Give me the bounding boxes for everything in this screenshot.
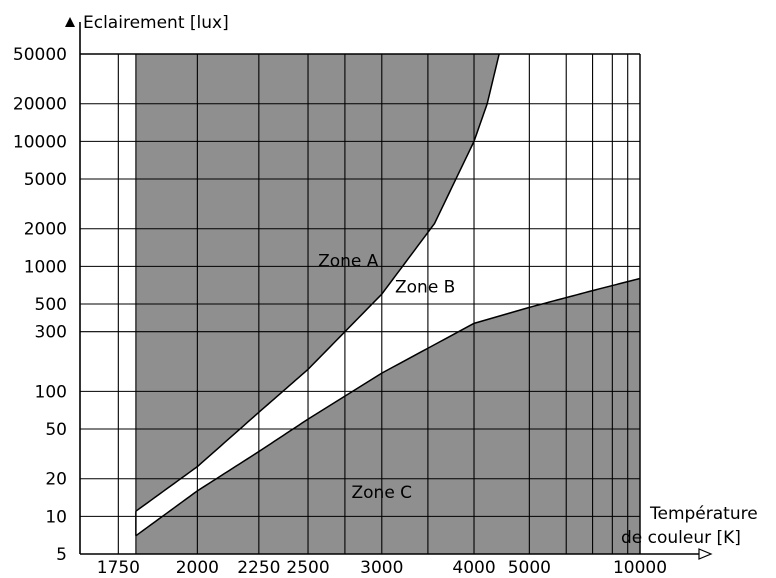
boundary-a-b	[135, 53, 500, 512]
x-tick-label: 2000	[176, 558, 219, 578]
x-axis-arrow-icon	[698, 548, 713, 560]
y-tick-label: 300	[35, 323, 67, 343]
tick-labels: 1750 2000 2250 2500 3000 4000 5000 10000 5 10 20 50…	[13, 45, 667, 578]
y-axis-arrow-icon	[65, 17, 75, 27]
y-axis-title: Eclairement [lux]	[83, 13, 229, 33]
zone-c-label: Zone C	[352, 483, 413, 503]
y-tick-label: 50	[45, 420, 67, 440]
zone-a-area	[135, 54, 500, 512]
x-tick-label: 2250	[237, 558, 280, 578]
x-tick-label: 5000	[508, 558, 551, 578]
y-tick-label: 2000	[24, 220, 67, 240]
x-tick-label: 3000	[360, 558, 403, 578]
y-tick-label: 5	[56, 545, 67, 565]
y-tick-label: 100	[35, 382, 67, 402]
y-tick-label: 1000	[24, 257, 67, 277]
x-tick-label: 1750	[97, 558, 140, 578]
y-tick-label: 5000	[24, 170, 67, 190]
zone-a-label: Zone A	[318, 251, 379, 271]
x-tick-label: 10000	[613, 558, 667, 578]
y-tick-label: 20000	[13, 95, 67, 115]
y-tick-label: 10	[45, 507, 67, 527]
boundary-curves	[135, 53, 641, 537]
zone-labels: Zone A Zone B Zone C	[318, 251, 455, 503]
x-axis-title-line-1: Température	[649, 504, 758, 524]
grid	[79, 22, 702, 555]
boundary-b-c	[135, 277, 641, 537]
zone-c-area	[135, 278, 640, 554]
x-tick-label: 2500	[286, 558, 329, 578]
y-tick-label: 20	[45, 470, 67, 490]
x-axis-title-line-2: de couleur [K]	[621, 528, 741, 548]
zone-areas	[135, 54, 640, 554]
y-tick-label: 500	[35, 295, 67, 315]
x-tick-label: 4000	[452, 558, 495, 578]
y-tick-label: 10000	[13, 132, 67, 152]
zone-b-label: Zone B	[395, 277, 455, 297]
y-tick-label: 50000	[13, 45, 67, 65]
